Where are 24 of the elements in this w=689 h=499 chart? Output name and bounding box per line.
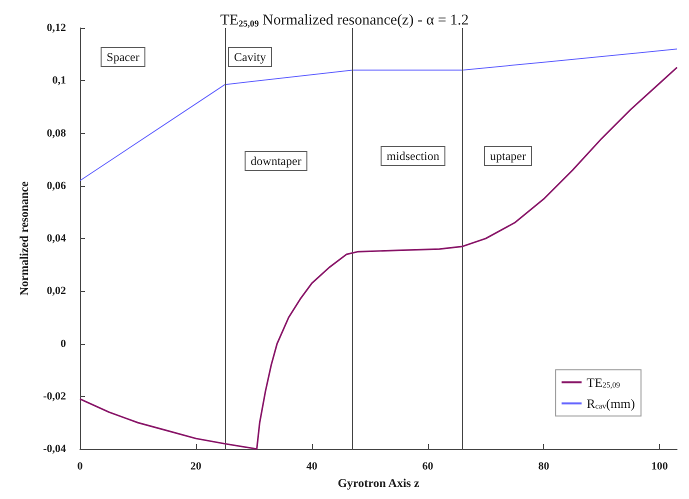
- y-tick-label: 0,02: [46, 285, 66, 298]
- x-tick-label: 100: [651, 460, 668, 472]
- line-series: [80, 48, 678, 182]
- y-tick-label: 0,08: [46, 127, 66, 140]
- x-tick-label: 40: [306, 460, 318, 472]
- y-tick-label: 0,1: [52, 74, 66, 87]
- x-tick-label: 60: [422, 460, 434, 472]
- y-tick-label: -0,02: [43, 390, 66, 402]
- x-tick-label: 0: [77, 460, 84, 472]
- y-tick-label: -0,04: [43, 443, 66, 455]
- annotation: Cavity: [234, 50, 266, 64]
- y-tick-label: 0: [60, 338, 66, 350]
- y-axis-title: Normalized resonance: [17, 180, 31, 296]
- y-tick-label: 0,06: [46, 180, 66, 192]
- y-tick-label: 0,04: [46, 232, 66, 244]
- x-tick-label: 20: [190, 460, 202, 472]
- x-tick-label: 80: [538, 460, 550, 472]
- annotation: midsection: [386, 149, 440, 163]
- y-tick-label: 0,12: [46, 22, 66, 34]
- x-axis-title: Gyrotron Axis z: [338, 476, 420, 490]
- annotation: downtaper: [250, 154, 302, 168]
- chart-title: TE25,09 Normalized resonance(z) - α = 1.2: [220, 12, 469, 28]
- annotation: uptaper: [490, 149, 526, 163]
- annotation: Spacer: [106, 50, 140, 64]
